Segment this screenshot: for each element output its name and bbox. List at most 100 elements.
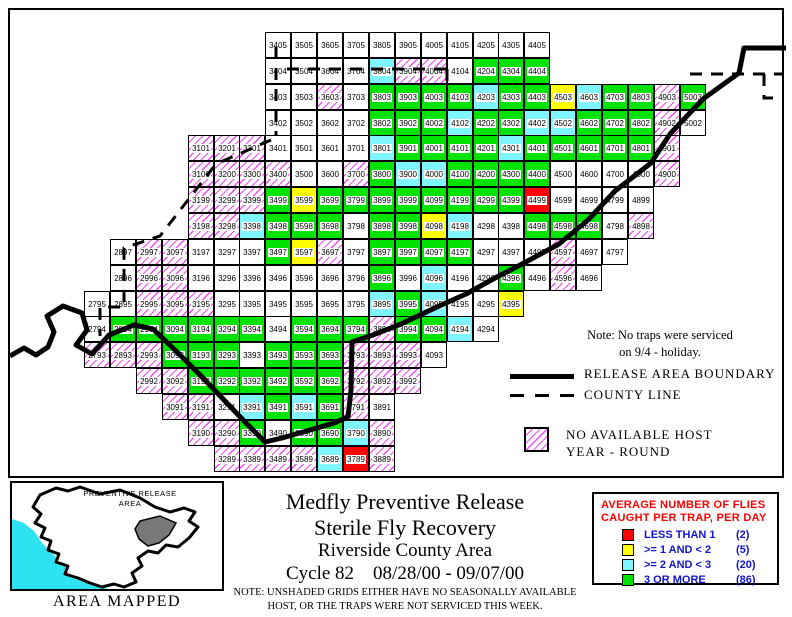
- grid-cell-3704: 3704: [343, 58, 369, 84]
- grid-cell-4800: 4800: [628, 161, 654, 187]
- grid-cell-3692: 3692: [317, 368, 343, 394]
- title-note-line1: NOTE: UNSHADED GRIDS EITHER HAVE NO SEAS…: [233, 587, 577, 598]
- grid-cell-3795: 3795: [343, 291, 369, 317]
- grid-cell-3091: 3091: [162, 394, 188, 420]
- grid-cell-label: 3689: [320, 454, 340, 464]
- grid-cell-3797: 3797: [343, 239, 369, 265]
- grid-cell-label: 3589: [294, 454, 314, 464]
- grid-cell-3503: 3503: [291, 84, 317, 110]
- grid-cell-label: 3192: [191, 376, 211, 386]
- grid-cell-3890: 3890: [369, 420, 395, 446]
- grid-cell-label: 4100: [450, 169, 470, 179]
- grid-cell-label: 4397: [501, 247, 521, 257]
- grid-cell-label: 3599: [294, 195, 314, 205]
- grid-cell-label: 4497: [527, 247, 547, 257]
- grid-cell-label: 3695: [320, 299, 340, 309]
- grid-cell-label: 3994: [398, 324, 418, 334]
- grid-cell-label: 3291: [217, 402, 237, 412]
- grid-cell-label: 3200: [217, 169, 237, 179]
- grid-cell-3492: 3492: [265, 368, 291, 394]
- grid-cell-4205: 4205: [473, 32, 499, 58]
- grid-cell-2793: 2793: [84, 342, 110, 368]
- grid-cell-3696: 3696: [317, 265, 343, 291]
- grid-cell-2996: 2996: [136, 265, 162, 291]
- grid-cell-4696: 4696: [576, 265, 602, 291]
- grid-cell-label: 3795: [346, 299, 366, 309]
- grid-cell-label: 3402: [268, 118, 288, 128]
- grid-cell-4102: 4102: [447, 110, 473, 136]
- grid-cell-4599: 4599: [550, 187, 576, 213]
- grid-cell-3594: 3594: [291, 316, 317, 342]
- grid-cell-3791: 3791: [343, 394, 369, 420]
- grid-cell-label: 3397: [242, 247, 262, 257]
- ocean-shape: [12, 519, 122, 589]
- grid-cell-4396: 4396: [498, 265, 524, 291]
- grid-cell-3398: 3398: [239, 213, 265, 239]
- grid-cell-label: 3292: [217, 376, 237, 386]
- grid-cell-label: 3398: [242, 221, 262, 231]
- grid-cell-4300: 4300: [498, 161, 524, 187]
- grid-cell-label: 3693: [320, 350, 340, 360]
- grid-cell-4305: 4305: [498, 32, 524, 58]
- grid-cell-3698: 3698: [317, 213, 343, 239]
- grid-cell-label: 2996: [139, 273, 159, 283]
- grid-cell-label: 3195: [191, 299, 211, 309]
- grid-cell-label: 4399: [501, 195, 521, 205]
- grid-cell-label: 4601: [579, 143, 599, 153]
- grid-cell-label: 2895: [113, 299, 133, 309]
- grid-cell-label: 3500: [294, 169, 314, 179]
- grid-cell-label: 3804: [372, 66, 392, 76]
- grid-cell-4095: 4095: [421, 291, 447, 317]
- grid-cell-4198: 4198: [447, 213, 473, 239]
- grid-cell-label: 3390: [242, 428, 262, 438]
- grid-cell-3301: 3301: [239, 135, 265, 161]
- grid-cell-label: 4203: [476, 92, 496, 102]
- grid-cell-label: 3801: [372, 143, 392, 153]
- grid-cell-label: 3700: [346, 169, 366, 179]
- grid-cell-label: 4798: [605, 221, 625, 231]
- grid-cell-label: 4600: [579, 169, 599, 179]
- grid-cell-label: 4902: [657, 118, 677, 128]
- grid-cell-label: 4197: [450, 247, 470, 257]
- grid-cell-4901: 4901: [654, 135, 680, 161]
- grid-cell-3892: 3892: [369, 368, 395, 394]
- grid-cell-3192: 3192: [188, 368, 214, 394]
- grid-cell-label: 3191: [191, 402, 211, 412]
- grid-cell-4501: 4501: [550, 135, 576, 161]
- grid-cell-label: 4294: [476, 324, 496, 334]
- grid-cell-label: 4102: [450, 118, 470, 128]
- grid-cell-3701: 3701: [343, 135, 369, 161]
- grid-cell-label: 3097: [165, 247, 185, 257]
- grid-cell-label: 3792: [346, 376, 366, 386]
- map-note: Note: No traps were serviced on 9/4 - ho…: [550, 327, 770, 361]
- grid-cell-label: 4000: [424, 169, 444, 179]
- grid-cell-2894: 2894: [110, 316, 136, 342]
- grid-cell-3193: 3193: [188, 342, 214, 368]
- grid-cell-label: 3797: [346, 247, 366, 257]
- grid-cell-label: 4702: [605, 118, 625, 128]
- grid-cell-3194: 3194: [188, 316, 214, 342]
- grid-cell-label: 3591: [294, 402, 314, 412]
- grid-cell-3689: 3689: [317, 446, 343, 472]
- grid-cell-label: 3603: [320, 92, 340, 102]
- grid-cell-4103: 4103: [447, 84, 473, 110]
- grid-cell-3996: 3996: [395, 265, 421, 291]
- grid-cell-3702: 3702: [343, 110, 369, 136]
- grid-cell-3197: 3197: [188, 239, 214, 265]
- grid-cell-4297: 4297: [473, 239, 499, 265]
- grid-cell-label: 3392: [242, 376, 262, 386]
- grid-cell-3097: 3097: [162, 239, 188, 265]
- grid-cell-label: 2793: [87, 350, 107, 360]
- grid-cell-3395: 3395: [239, 291, 265, 317]
- grid-cell-label: 3504: [294, 66, 314, 76]
- grid-cell-label: 3896: [372, 273, 392, 283]
- grid-cell-4001: 4001: [421, 135, 447, 161]
- grid-cell-3199: 3199: [188, 187, 214, 213]
- grid-cell-label: 3799: [346, 195, 366, 205]
- grid-cell-3299: 3299: [214, 187, 240, 213]
- grid-cell-3900: 3900: [395, 161, 421, 187]
- title-line2: Sterile Fly Recovery: [313, 515, 497, 540]
- grid-cell-4397: 4397: [498, 239, 524, 265]
- grid-cell-4699: 4699: [576, 187, 602, 213]
- grid-cell-label: 3699: [320, 195, 340, 205]
